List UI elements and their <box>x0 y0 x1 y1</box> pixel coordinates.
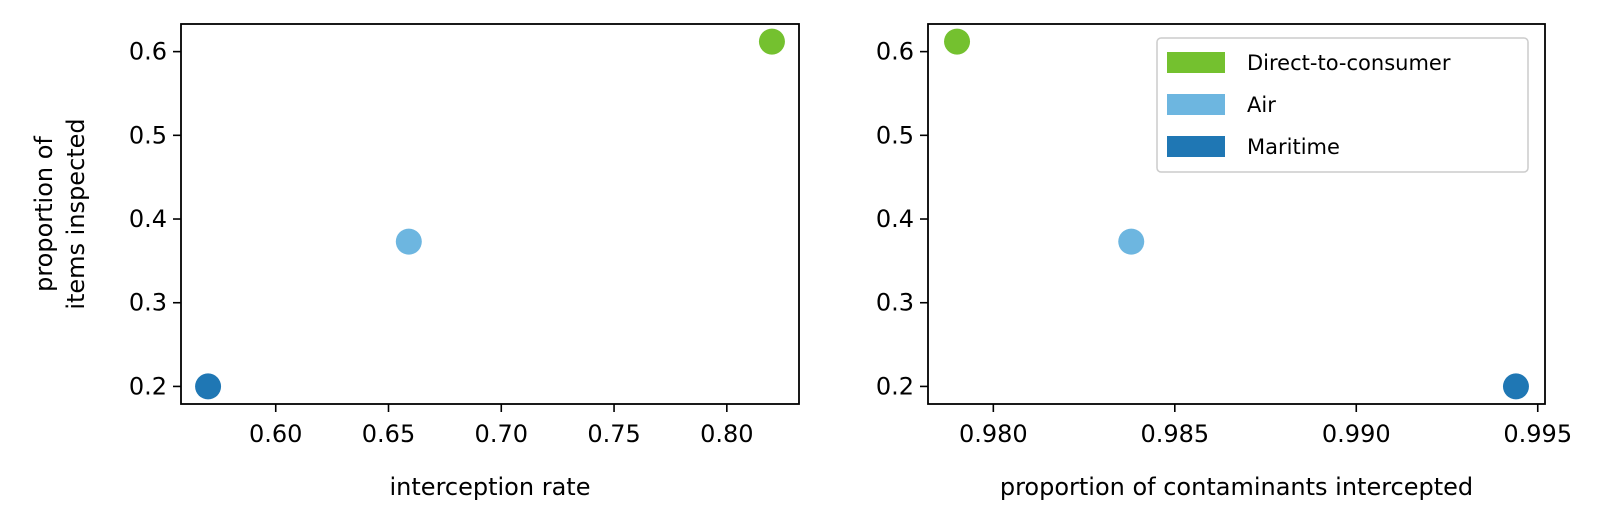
chart-panel-2: 0.980 0.985 0.990 0.995 0.2 0.3 0.4 0.5 0.6 propo… <box>876 23 1572 501</box>
data-point-maritime <box>195 373 222 400</box>
y-tick-label: 0.2 <box>129 372 167 400</box>
legend-label: Air <box>1247 93 1276 117</box>
x-tick-label: 0.65 <box>362 420 415 448</box>
x-tick-label: 0.70 <box>475 420 528 448</box>
y-tick-label: 0.6 <box>129 38 167 66</box>
chart-panel-1: 0.60 0.65 0.70 0.75 0.80 0.2 0.3 0.4 0.5 0.6 inter… <box>30 23 800 501</box>
y-axis-label: proportion of <box>30 136 58 292</box>
y-tick-label: 0.4 <box>129 205 167 233</box>
plot-frame <box>927 23 1546 405</box>
x-tick-label: 0.990 <box>1322 420 1391 448</box>
x-tick-label: 0.60 <box>249 420 302 448</box>
legend-box <box>1156 37 1529 173</box>
y-tick-label: 0.3 <box>129 289 167 317</box>
y-tick-label: 0.6 <box>876 38 914 66</box>
data-point-maritime <box>1502 373 1529 400</box>
x-tick-label: 0.995 <box>1503 420 1572 448</box>
x-tick-label: 0.75 <box>587 420 640 448</box>
y-tick-label: 0.5 <box>129 121 167 149</box>
legend-swatch <box>1167 52 1225 73</box>
data-point-air <box>1118 228 1145 255</box>
plot-frame <box>180 23 800 405</box>
x-tick-label: 0.980 <box>959 420 1028 448</box>
x-axis-label: interception rate <box>390 473 591 501</box>
legend-label: Maritime <box>1247 135 1340 159</box>
data-point-direct-to-consumer <box>944 28 971 55</box>
legend-swatch <box>1167 136 1225 157</box>
data-point-direct-to-consumer <box>758 28 785 55</box>
legend-label: Direct-to-consumer <box>1247 51 1451 75</box>
y-tick-label: 0.2 <box>876 372 914 400</box>
y-axis-label: items inspected <box>62 118 90 309</box>
x-axis-label: proportion of contaminants intercepted <box>1000 473 1473 501</box>
y-tick-label: 0.4 <box>876 205 914 233</box>
data-point-air <box>395 228 422 255</box>
y-tick-label: 0.3 <box>876 289 914 317</box>
x-tick-label: 0.985 <box>1140 420 1209 448</box>
y-tick-label: 0.5 <box>876 121 914 149</box>
x-tick-label: 0.80 <box>700 420 753 448</box>
legend-swatch <box>1167 94 1225 115</box>
